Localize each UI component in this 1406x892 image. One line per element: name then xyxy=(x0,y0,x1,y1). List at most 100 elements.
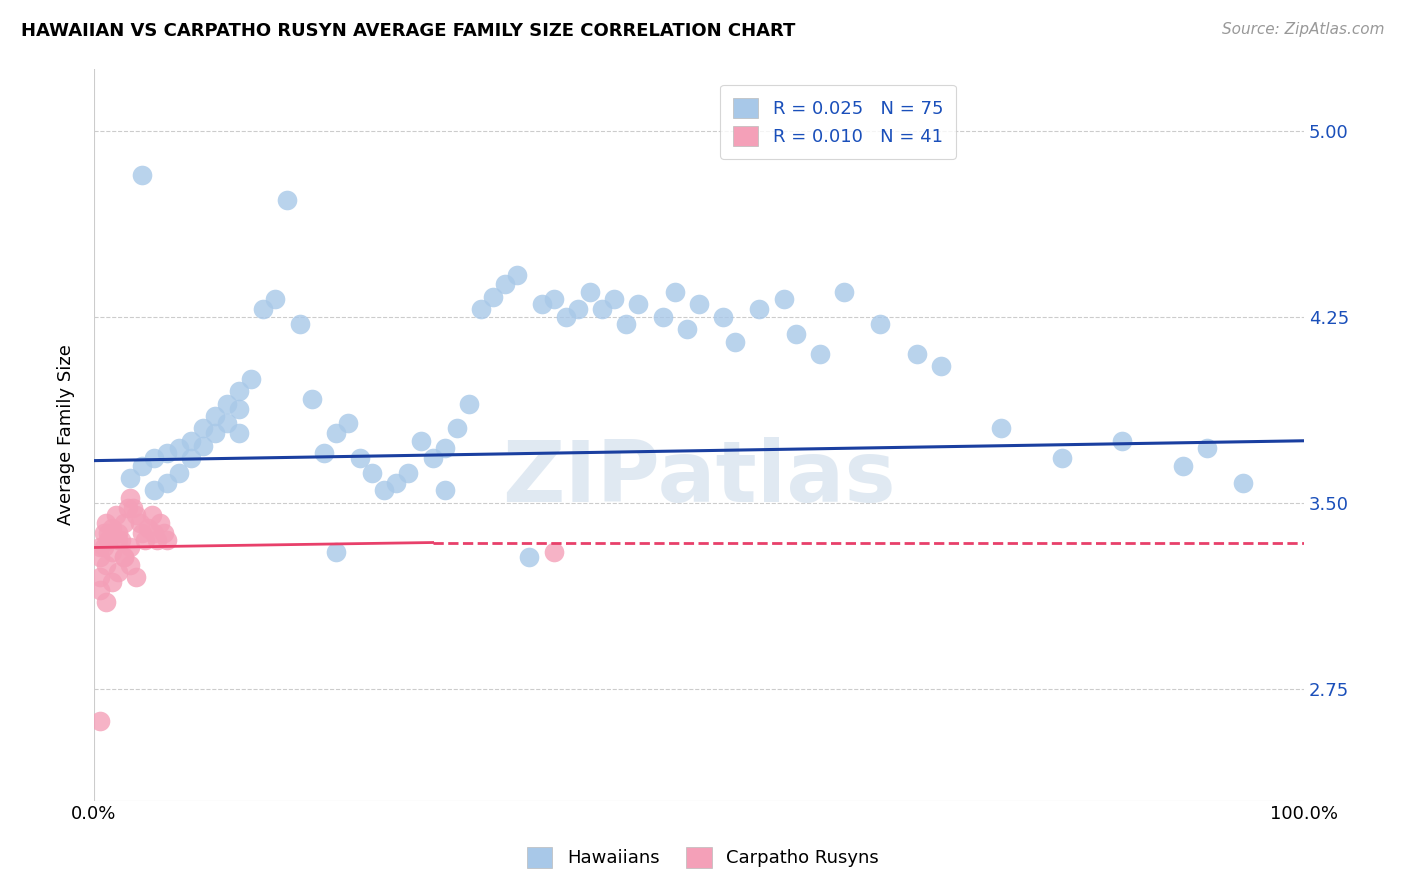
Legend: R = 0.025   N = 75, R = 0.010   N = 41: R = 0.025 N = 75, R = 0.010 N = 41 xyxy=(720,85,956,159)
Point xyxy=(94,595,117,609)
Point xyxy=(143,483,166,498)
Point xyxy=(228,401,250,416)
Point xyxy=(240,372,263,386)
Point xyxy=(180,451,202,466)
Point xyxy=(567,302,589,317)
Point xyxy=(110,533,132,547)
Point xyxy=(89,550,111,565)
Point xyxy=(494,277,516,292)
Point xyxy=(120,491,142,505)
Point xyxy=(433,483,456,498)
Point xyxy=(409,434,432,448)
Point xyxy=(101,521,124,535)
Point xyxy=(180,434,202,448)
Point xyxy=(614,317,637,331)
Point xyxy=(808,347,831,361)
Point xyxy=(191,421,214,435)
Point xyxy=(252,302,274,317)
Point xyxy=(93,525,115,540)
Point xyxy=(97,525,120,540)
Point xyxy=(519,550,541,565)
Point xyxy=(89,570,111,584)
Point xyxy=(664,285,686,299)
Point xyxy=(458,396,481,410)
Legend: Hawaiians, Carpatho Rusyns: Hawaiians, Carpatho Rusyns xyxy=(516,836,890,879)
Point xyxy=(422,451,444,466)
Point xyxy=(94,516,117,530)
Point xyxy=(929,359,952,374)
Point xyxy=(107,566,129,580)
Point xyxy=(530,297,553,311)
Point xyxy=(107,533,129,547)
Point xyxy=(990,421,1012,435)
Point xyxy=(482,290,505,304)
Point xyxy=(101,575,124,590)
Text: ZIPatlas: ZIPatlas xyxy=(502,437,896,520)
Point xyxy=(167,466,190,480)
Point xyxy=(120,541,142,555)
Point xyxy=(204,409,226,423)
Point xyxy=(131,525,153,540)
Point xyxy=(143,451,166,466)
Text: HAWAIIAN VS CARPATHO RUSYN AVERAGE FAMILY SIZE CORRELATION CHART: HAWAIIAN VS CARPATHO RUSYN AVERAGE FAMIL… xyxy=(21,22,796,40)
Point xyxy=(155,446,177,460)
Point xyxy=(138,521,160,535)
Point xyxy=(149,516,172,530)
Point xyxy=(228,384,250,398)
Point xyxy=(117,500,139,515)
Point xyxy=(125,508,148,523)
Point xyxy=(155,475,177,490)
Point xyxy=(470,302,492,317)
Point xyxy=(89,714,111,729)
Point xyxy=(94,558,117,572)
Point xyxy=(1171,458,1194,473)
Point xyxy=(125,570,148,584)
Point xyxy=(361,466,384,480)
Point xyxy=(167,441,190,455)
Point xyxy=(89,541,111,555)
Point xyxy=(349,451,371,466)
Point xyxy=(373,483,395,498)
Text: Source: ZipAtlas.com: Source: ZipAtlas.com xyxy=(1222,22,1385,37)
Point xyxy=(603,293,626,307)
Point xyxy=(129,516,152,530)
Point xyxy=(433,441,456,455)
Point xyxy=(543,293,565,307)
Point xyxy=(325,426,347,441)
Point xyxy=(772,293,794,307)
Point xyxy=(112,550,135,565)
Point xyxy=(107,525,129,540)
Point xyxy=(711,310,734,324)
Point xyxy=(215,417,238,431)
Point xyxy=(204,426,226,441)
Point xyxy=(288,317,311,331)
Point xyxy=(312,446,335,460)
Point xyxy=(120,558,142,572)
Point xyxy=(112,550,135,565)
Point xyxy=(543,545,565,559)
Point xyxy=(97,533,120,547)
Point xyxy=(627,297,650,311)
Point xyxy=(832,285,855,299)
Point xyxy=(134,533,156,547)
Point xyxy=(131,168,153,182)
Point xyxy=(398,466,420,480)
Point xyxy=(191,439,214,453)
Point xyxy=(554,310,576,324)
Point xyxy=(101,545,124,559)
Point xyxy=(155,533,177,547)
Point xyxy=(264,293,287,307)
Point xyxy=(785,327,807,342)
Point xyxy=(89,582,111,597)
Point xyxy=(120,471,142,485)
Point xyxy=(131,458,153,473)
Point xyxy=(675,322,697,336)
Point xyxy=(1232,475,1254,490)
Point xyxy=(104,508,127,523)
Point xyxy=(215,396,238,410)
Point xyxy=(336,417,359,431)
Point xyxy=(93,541,115,555)
Point xyxy=(579,285,602,299)
Point xyxy=(143,525,166,540)
Point xyxy=(385,475,408,490)
